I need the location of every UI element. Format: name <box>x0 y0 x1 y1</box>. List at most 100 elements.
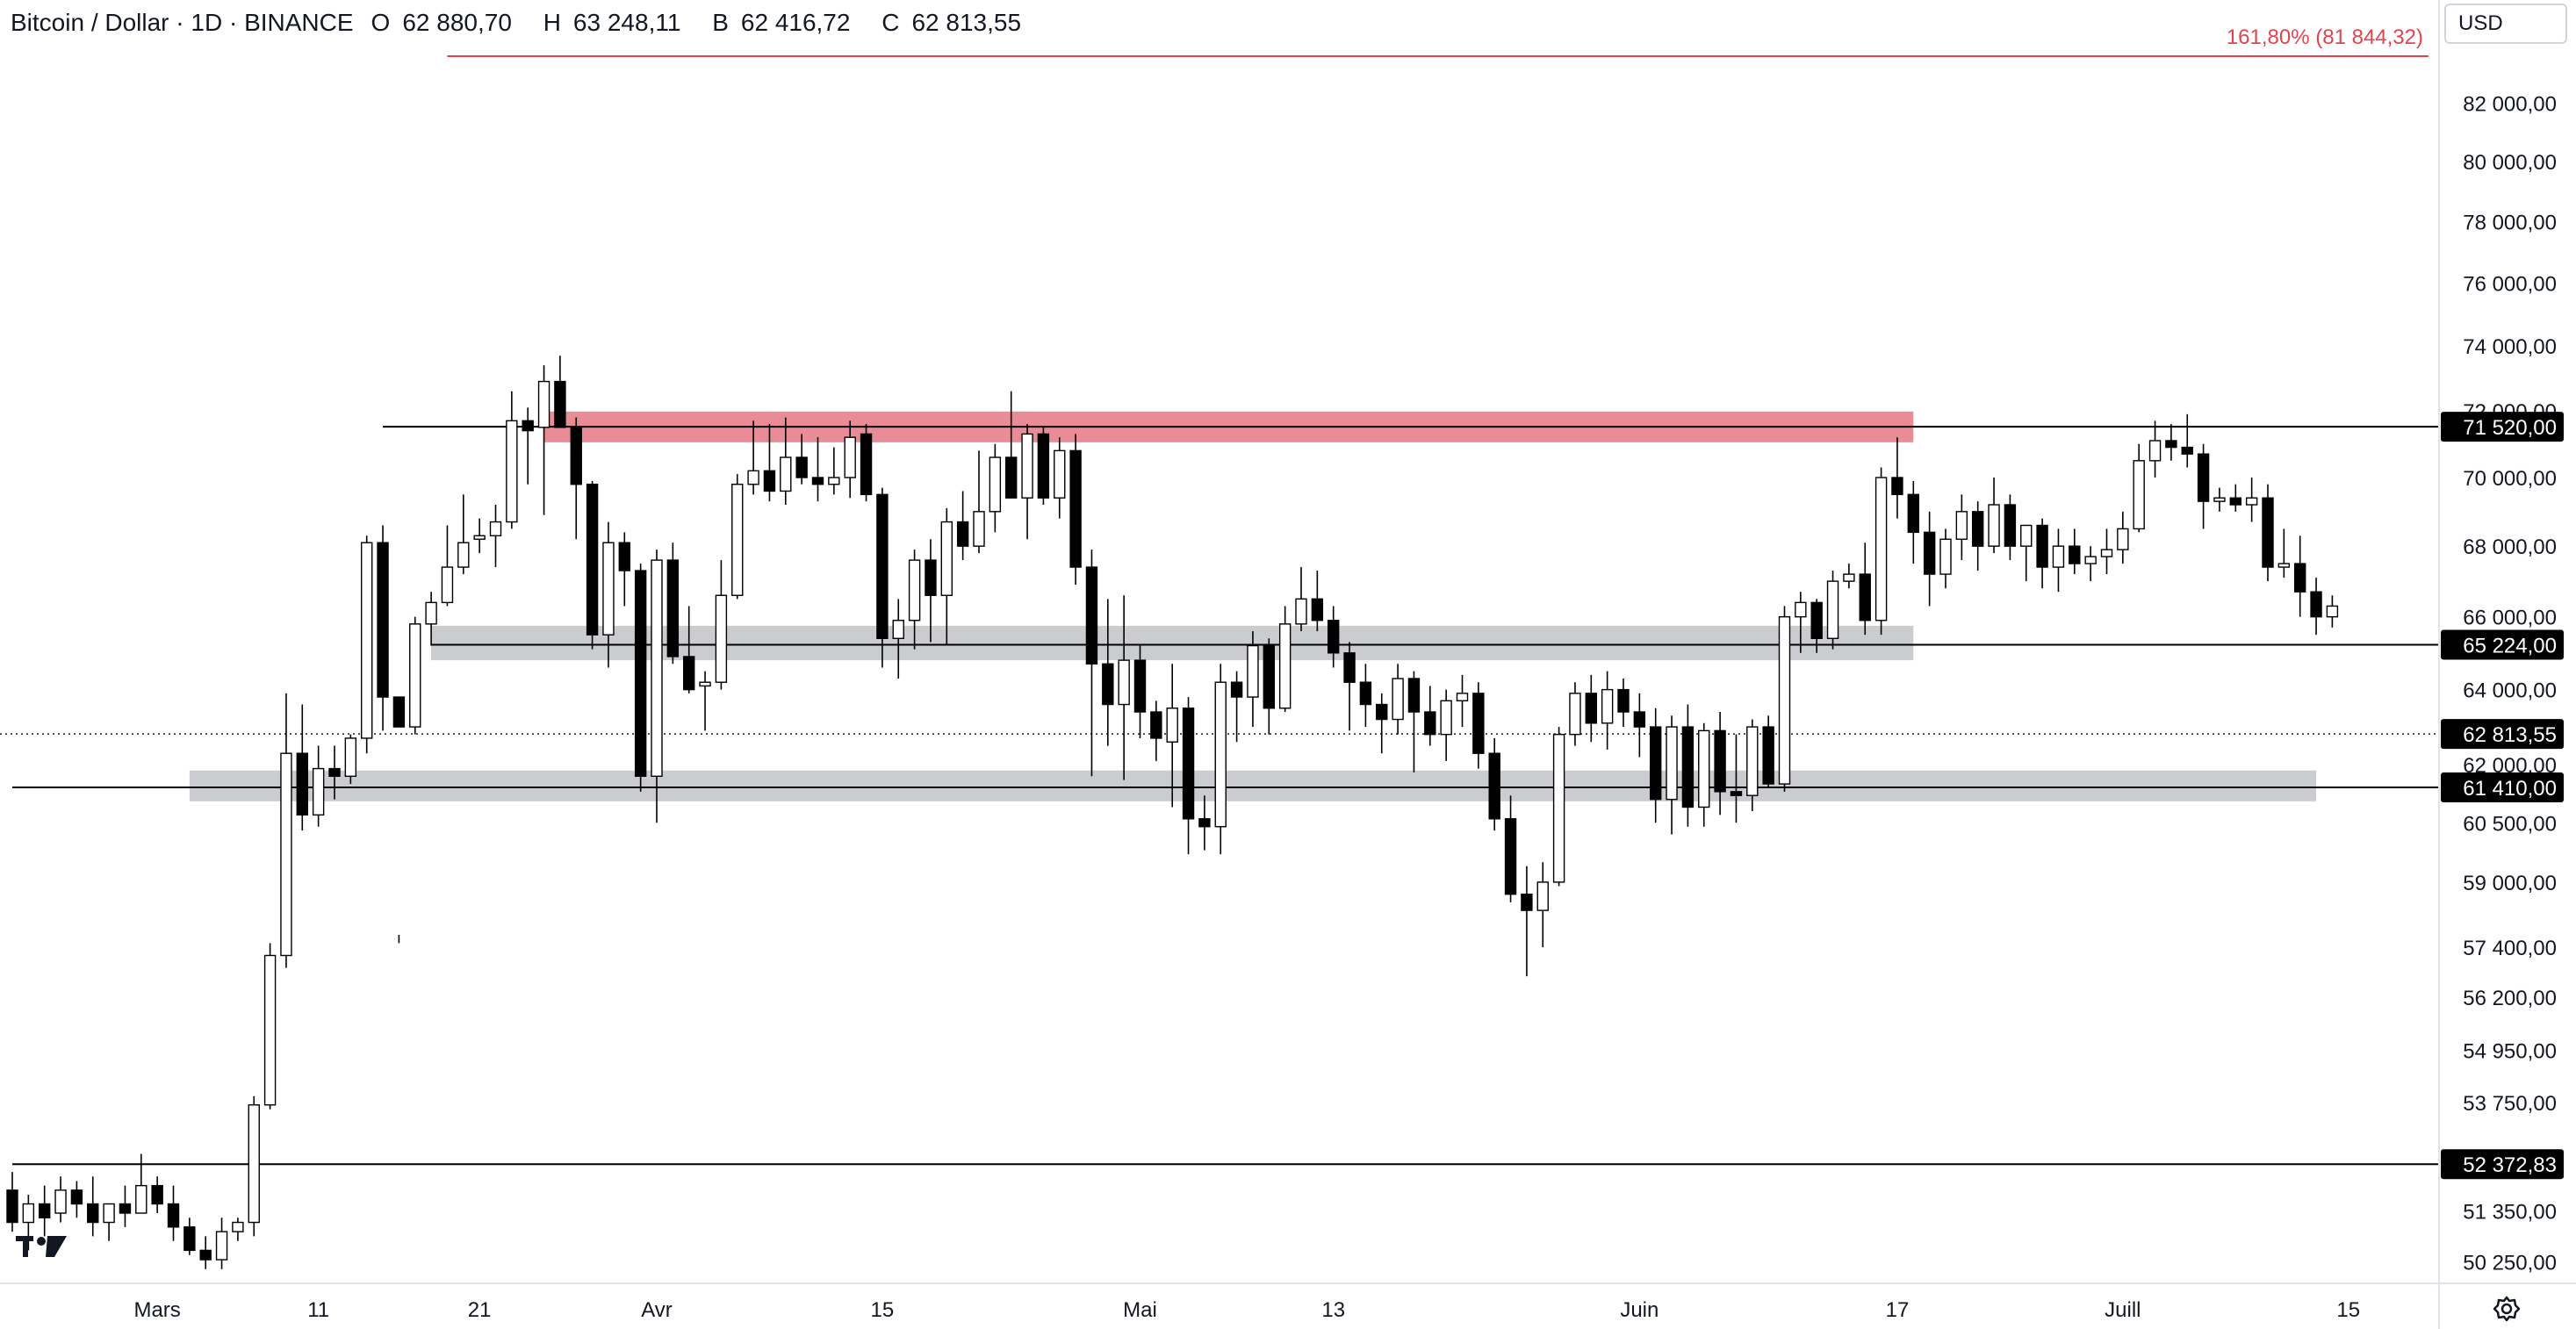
currency-select[interactable]: USD <box>2444 4 2567 44</box>
candle[interactable] <box>876 487 889 668</box>
candle[interactable] <box>537 365 550 515</box>
candle[interactable] <box>1874 467 1888 636</box>
candle[interactable] <box>312 745 325 827</box>
candle[interactable] <box>1085 550 1098 777</box>
gear-icon[interactable] <box>2492 1294 2522 1324</box>
zone-support-lower[interactable] <box>189 770 2317 801</box>
candle[interactable] <box>731 474 744 600</box>
candle[interactable] <box>1456 674 1469 728</box>
candle[interactable] <box>715 560 728 690</box>
candle[interactable] <box>1263 638 1276 735</box>
candle[interactable] <box>2052 528 2065 593</box>
candle[interactable] <box>666 542 680 664</box>
candle[interactable] <box>1182 697 1195 855</box>
candle[interactable] <box>989 443 1002 533</box>
candle[interactable] <box>2245 478 2258 522</box>
candle[interactable] <box>2084 546 2097 582</box>
candle[interactable] <box>441 525 454 607</box>
candle[interactable] <box>1102 599 1114 746</box>
candle[interactable] <box>651 550 663 823</box>
candle[interactable] <box>956 491 969 561</box>
candle[interactable] <box>215 1218 228 1269</box>
candle[interactable] <box>570 417 582 540</box>
candle[interactable] <box>2069 528 2081 575</box>
candle[interactable] <box>199 1236 212 1269</box>
candle[interactable] <box>1311 571 1324 632</box>
candle[interactable] <box>925 539 937 643</box>
candle[interactable] <box>586 480 599 650</box>
candle[interactable] <box>860 424 873 502</box>
candle[interactable] <box>1069 434 1082 585</box>
candle[interactable] <box>1681 704 1695 827</box>
candle[interactable] <box>1472 682 1485 769</box>
candle[interactable] <box>344 734 357 785</box>
candle[interactable] <box>183 1218 196 1255</box>
candle[interactable] <box>522 407 534 485</box>
candle[interactable] <box>1488 737 1500 831</box>
candle[interactable] <box>2213 487 2226 512</box>
candle[interactable] <box>1359 664 1372 728</box>
candle[interactable] <box>2133 443 2145 533</box>
candle[interactable] <box>2229 484 2242 512</box>
candle[interactable] <box>602 521 615 668</box>
candle[interactable] <box>457 494 470 575</box>
candle[interactable] <box>1569 682 1581 746</box>
candle[interactable] <box>763 424 776 502</box>
candle[interactable] <box>2036 518 2048 589</box>
candle[interactable] <box>973 450 985 554</box>
candle[interactable] <box>1214 664 1227 855</box>
candle[interactable] <box>1133 645 1147 738</box>
candle[interactable] <box>1424 686 1436 746</box>
candle[interactable] <box>296 704 308 831</box>
candle[interactable] <box>1392 664 1404 735</box>
candle[interactable] <box>780 417 792 506</box>
candle[interactable] <box>1971 501 1984 571</box>
candle[interactable] <box>280 693 292 968</box>
candle[interactable] <box>2165 424 2177 461</box>
candle[interactable] <box>1440 689 1452 761</box>
candle[interactable] <box>1021 424 1033 540</box>
candle[interactable] <box>1376 693 1388 754</box>
candle[interactable] <box>2004 494 2017 561</box>
candle[interactable] <box>844 420 856 499</box>
candle[interactable] <box>1649 708 1662 823</box>
candle[interactable] <box>1698 722 1710 827</box>
candle[interactable] <box>1666 715 1678 835</box>
candle[interactable] <box>1552 727 1565 887</box>
candle[interactable] <box>119 1185 132 1227</box>
candle[interactable] <box>795 434 808 485</box>
candle[interactable] <box>1004 391 1018 499</box>
candle[interactable] <box>409 616 421 735</box>
candle[interactable] <box>1037 427 1050 506</box>
candle[interactable] <box>1843 564 1855 589</box>
candle[interactable] <box>1118 595 1130 780</box>
candle[interactable] <box>1795 592 1807 653</box>
candle[interactable] <box>2117 511 2129 564</box>
candle[interactable] <box>2310 578 2322 636</box>
candle[interactable] <box>1504 795 1517 902</box>
candle[interactable] <box>1810 599 1823 653</box>
candle[interactable] <box>811 437 824 502</box>
candle[interactable] <box>940 507 953 646</box>
candle[interactable] <box>1907 480 1920 564</box>
candle[interactable] <box>232 1218 244 1241</box>
candle[interactable] <box>554 356 566 428</box>
candle[interactable] <box>2100 528 2113 575</box>
candle[interactable] <box>1054 437 1066 519</box>
candle[interactable] <box>103 1203 115 1241</box>
candle[interactable] <box>2020 524 2033 582</box>
candle[interactable] <box>618 532 630 607</box>
candle[interactable] <box>392 696 406 944</box>
candle[interactable] <box>2148 420 2162 478</box>
candle[interactable] <box>377 525 389 731</box>
candle[interactable] <box>54 1176 67 1223</box>
candle[interactable] <box>1230 671 1243 743</box>
candle[interactable] <box>425 592 437 646</box>
candle[interactable] <box>2293 535 2306 617</box>
candle[interactable] <box>489 505 502 568</box>
candle[interactable] <box>634 564 647 792</box>
candle[interactable] <box>2277 528 2291 578</box>
candle[interactable] <box>167 1185 180 1241</box>
candle[interactable] <box>39 1185 51 1237</box>
candle[interactable] <box>1536 862 1549 948</box>
